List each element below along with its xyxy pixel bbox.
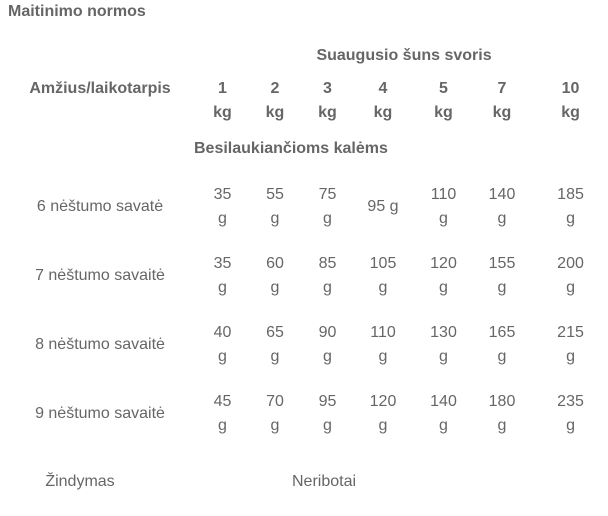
weight-header: 4 kg — [373, 80, 393, 121]
age-column-header: Amžius/laikotarpis — [29, 80, 171, 97]
table-cell: 140 g — [488, 185, 516, 227]
table-cell: 110 g — [430, 185, 457, 227]
table-cell: 165 g — [488, 323, 516, 365]
table-cell: 95 g — [367, 197, 399, 215]
table-cell: 70 g — [266, 392, 284, 434]
table-cell: 215 g — [557, 323, 584, 365]
table-cell: 95 g — [318, 392, 337, 434]
table-cell: 120 g — [430, 254, 457, 296]
table-cell: 110 g — [370, 323, 396, 365]
weight-group-header: Suaugusio šuns svoris — [316, 47, 492, 64]
row-label: 6 nėštumo savatė — [36, 197, 164, 215]
table-cell: 105 g — [369, 254, 397, 296]
section-label: Besilaukiančioms kalėms — [194, 140, 388, 157]
table-cell: 60 g — [266, 254, 284, 296]
weight-header: 7 kg — [492, 80, 512, 121]
table-row: 6 nėštumo savatė 35 g 55 g 75 g 95 g 110 g 140… — [0, 172, 608, 241]
table-cell: 185 g — [557, 185, 584, 227]
weight-header: 2 kg — [265, 80, 285, 121]
table-cell: 45 g — [213, 392, 232, 434]
table-cell: 180 g — [488, 392, 516, 434]
table-cell: 35 g — [213, 185, 232, 227]
table-cell: 140 g — [430, 392, 457, 434]
table-cell: 40 g — [213, 323, 232, 365]
table-cell: 200 g — [557, 254, 584, 296]
table-cell: 85 g — [318, 254, 337, 296]
table-cell: 55 g — [266, 185, 284, 227]
table-cell: 65 g — [266, 323, 284, 365]
table-row: 8 nėštumo savaitė 40 g 65 g 90 g 110 g 130 g 1… — [0, 310, 608, 379]
lactation-value: Neribotai — [292, 473, 357, 490]
table-cell: 235 g — [557, 392, 584, 434]
row-label-lactation: Žindymas — [45, 473, 115, 490]
row-label: 9 nėštumo savaitė — [35, 404, 165, 422]
table-row: 9 nėštumo savaitė 45 g 70 g 95 g 120 g 140 g 1… — [0, 379, 608, 448]
table-cell: 130 g — [430, 323, 457, 365]
weight-header: 1 kg — [213, 80, 232, 121]
row-label: 8 nėštumo savaitė — [35, 335, 165, 353]
weight-header: 3 kg — [318, 80, 337, 121]
table-cell: 35 g — [213, 254, 232, 296]
table-cell: 120 g — [369, 392, 397, 434]
table-cell: 90 g — [318, 323, 337, 365]
table-cell: 155 g — [488, 254, 516, 296]
weight-header: 5 kg — [434, 80, 453, 121]
table-row: 7 nėštumo savaitė 35 g 60 g 85 g 105 g 120 g 1… — [0, 241, 608, 310]
row-label: 7 nėštumo savaitė — [35, 266, 165, 284]
table-cell: 75 g — [318, 185, 337, 227]
page-title: Maitinimo normos — [8, 3, 146, 20]
feeding-norms-table: Amžius/laikotarpis Suaugusio šuns svoris… — [0, 36, 608, 516]
weight-header: 10 kg — [561, 80, 580, 121]
